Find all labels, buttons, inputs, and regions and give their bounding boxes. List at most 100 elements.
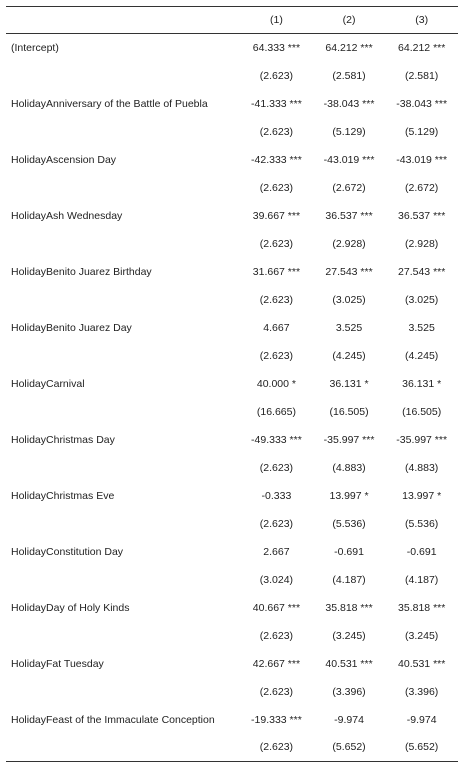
empty-label-cell	[6, 510, 240, 538]
standard-error-cell: (3.024)	[259, 573, 294, 586]
coefficient-cell: 64.333 ***	[252, 41, 301, 54]
term-label: HolidayBenito Juarez Birthday	[11, 265, 152, 278]
coefficient-cell: 31.667 ***	[252, 265, 301, 278]
coefficient-row: HolidayConstitution Day 2.667 -0.691 -0.691	[6, 538, 458, 566]
standard-error-cell: (2.623)	[259, 125, 294, 138]
coefficient-cell: -9.974	[334, 713, 364, 726]
coefficient-row: HolidayBenito Juarez Day 4.667 3.525 3.525	[6, 314, 458, 342]
empty-label-cell	[6, 342, 240, 370]
regression-table: (1) (2) (3) (Intercept) 64.333 *** 64.212 …	[6, 6, 458, 762]
coefficient-cell: -9.974	[406, 713, 437, 726]
standard-error-cell: (4.187)	[405, 573, 439, 586]
coefficient-cell: 2.667	[263, 545, 290, 558]
coefficient-row: HolidayChristmas Eve -0.333 13.997 * 13.997…	[6, 482, 458, 510]
coefficient-row: (Intercept) 64.333 *** 64.212 *** 64.212 **…	[6, 34, 458, 62]
standard-error-cell: (2.623)	[259, 237, 294, 250]
term-label: HolidayAscension Day	[11, 153, 117, 166]
standard-error-cell: (5.129)	[405, 125, 439, 138]
coefficient-cell: -0.691	[334, 545, 364, 558]
standard-error-row: (2.623) (3.396) (3.396)	[6, 678, 458, 706]
coefficient-cell: -35.997 ***	[323, 433, 375, 446]
coefficient-cell: 64.212 ***	[325, 41, 373, 54]
coefficient-cell: 36.537 ***	[398, 209, 446, 222]
coefficient-cell: 27.543 ***	[325, 265, 373, 278]
coefficient-row: HolidayAnniversary of the Battle of Pueb…	[6, 90, 458, 118]
empty-label-cell	[6, 566, 240, 594]
coefficient-cell: -38.043 ***	[396, 97, 448, 110]
coefficient-row: HolidayFeast of the Immaculate Conceptio…	[6, 706, 458, 734]
term-label: HolidayBenito Juarez Day	[11, 321, 132, 334]
coefficient-cell: -0.333	[261, 489, 292, 502]
standard-error-row: (3.024) (4.187) (4.187)	[6, 566, 458, 594]
coefficient-cell: 36.537 ***	[325, 209, 373, 222]
standard-error-row: (2.623) (3.025) (3.025)	[6, 286, 458, 314]
term-label: HolidayConstitution Day	[11, 545, 124, 558]
standard-error-cell: (2.623)	[240, 733, 313, 762]
standard-error-cell: (2.672)	[405, 181, 439, 194]
empty-label-cell	[6, 62, 240, 90]
empty-label-cell	[6, 398, 240, 426]
standard-error-cell: (2.581)	[332, 69, 366, 82]
standard-error-cell: (4.245)	[405, 349, 439, 362]
empty-label-cell	[6, 286, 240, 314]
empty-label-cell	[6, 230, 240, 258]
coefficient-cell: -19.333 ***	[251, 713, 302, 726]
table-body: (Intercept) 64.333 *** 64.212 *** 64.212 **…	[6, 34, 458, 762]
standard-error-cell: (5.129)	[332, 125, 366, 138]
standard-error-cell: (2.623)	[259, 181, 294, 194]
term-label: HolidayChristmas Eve	[11, 489, 115, 502]
empty-label-cell	[6, 174, 240, 202]
coefficient-cell: 35.818 ***	[398, 601, 446, 614]
standard-error-cell: (3.396)	[332, 685, 366, 698]
standard-error-cell: (5.536)	[332, 517, 366, 530]
standard-error-cell: (2.623)	[259, 293, 294, 306]
standard-error-cell: (2.623)	[259, 349, 294, 362]
coefficient-cell: 4.667	[263, 321, 290, 334]
standard-error-row: (2.623) (4.883) (4.883)	[6, 454, 458, 482]
standard-error-cell: (2.581)	[405, 69, 439, 82]
standard-error-cell: (2.623)	[259, 517, 294, 530]
standard-error-cell: (2.623)	[259, 685, 294, 698]
empty-label-cell	[6, 454, 240, 482]
standard-error-row: (2.623) (2.672) (2.672)	[6, 174, 458, 202]
standard-error-row: (2.623) (5.652) (5.652)	[6, 733, 458, 762]
standard-error-cell: (3.025)	[405, 293, 439, 306]
term-label: HolidayCarnival	[11, 377, 85, 390]
standard-error-cell: (3.396)	[405, 685, 439, 698]
standard-error-row: (2.623) (2.581) (2.581)	[6, 62, 458, 90]
standard-error-cell: (4.883)	[405, 461, 439, 474]
standard-error-cell: (4.187)	[332, 573, 366, 586]
standard-error-cell: (4.245)	[332, 349, 366, 362]
coefficient-cell: 3.525	[408, 321, 435, 334]
term-label: HolidayDay of Holy Kinds	[11, 601, 130, 614]
term-label: HolidayAsh Wednesday	[11, 209, 123, 222]
term-label: HolidayAnniversary of the Battle of Pueb…	[11, 97, 208, 110]
standard-error-cell: (5.536)	[405, 517, 439, 530]
coefficient-cell: 40.667 ***	[252, 601, 301, 614]
coefficient-cell: -42.333 ***	[251, 153, 302, 166]
coefficient-cell: 40.531 ***	[325, 657, 373, 670]
coefficient-cell: 3.525	[335, 321, 363, 334]
coefficient-row: HolidayFat Tuesday 42.667 *** 40.531 *** 40…	[6, 650, 458, 678]
standard-error-row: (2.623) (2.928) (2.928)	[6, 230, 458, 258]
standard-error-cell: (2.928)	[405, 237, 439, 250]
coefficient-cell: -0.691	[406, 545, 437, 558]
coefficient-cell: 35.818 ***	[325, 601, 373, 614]
coefficient-cell: -41.333 ***	[251, 97, 302, 110]
coefficient-row: HolidayDay of Holy Kinds 40.667 *** 35.818…	[6, 594, 458, 622]
coefficient-row: HolidayAscension Day -42.333 *** -43.019 *…	[6, 146, 458, 174]
standard-error-cell: (16.505)	[402, 405, 442, 418]
coefficient-cell: -49.333 ***	[251, 433, 302, 446]
header-cell-label	[6, 6, 241, 34]
term-label: HolidayFeast of the Immaculate Conceptio…	[11, 713, 215, 726]
coefficient-cell: 13.997 *	[402, 489, 442, 502]
empty-label-cell	[6, 678, 240, 706]
coefficient-row: HolidayBenito Juarez Birthday 31.667 *** 2…	[6, 258, 458, 286]
standard-error-row: (2.623) (5.536) (5.536)	[6, 510, 458, 538]
standard-error-cell: (2.928)	[332, 237, 366, 250]
standard-error-cell: (2.623)	[259, 69, 294, 82]
coefficient-cell: 39.667 ***	[252, 209, 301, 222]
standard-error-cell: (3.245)	[405, 629, 439, 642]
coefficient-cell: 13.997 *	[329, 489, 369, 502]
standard-error-cell: (5.652)	[385, 733, 458, 762]
